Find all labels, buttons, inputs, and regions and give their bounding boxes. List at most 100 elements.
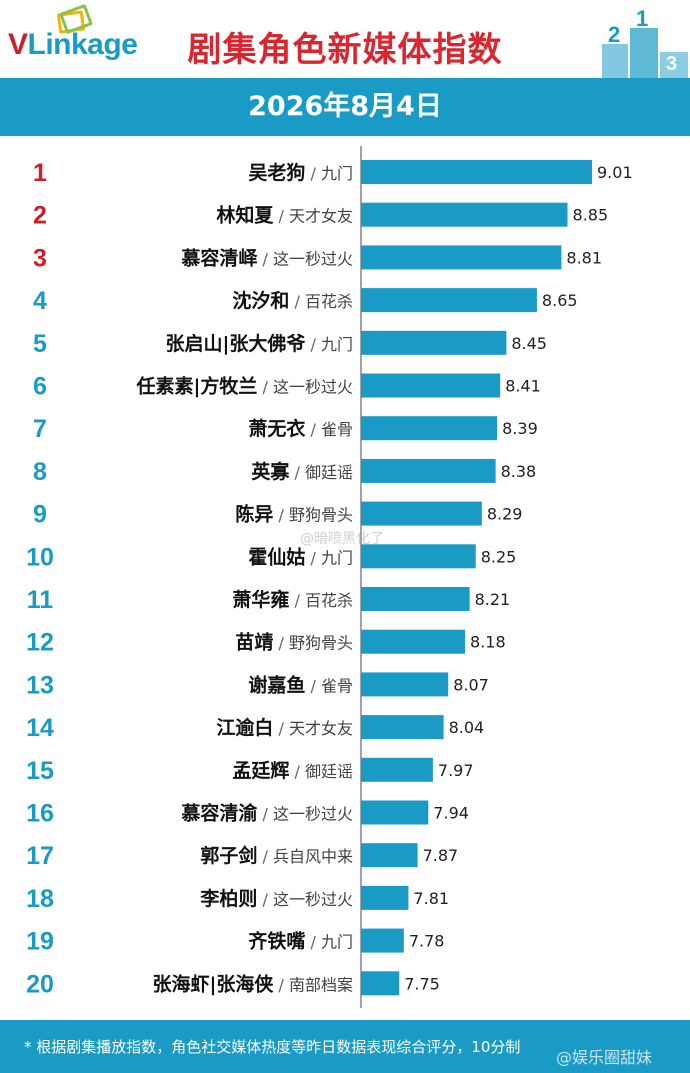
row-label: 陈异 / 野狗骨头 xyxy=(235,503,353,526)
bar xyxy=(361,672,449,697)
character-name: 李柏则 xyxy=(199,887,257,910)
drama-name: 这一秒过火 xyxy=(273,249,353,268)
separator: / xyxy=(257,249,273,268)
svg-text:2: 2 xyxy=(608,22,620,47)
row-label: 苗靖 / 野狗骨头 xyxy=(235,631,353,654)
bar-value-label: 7.97 xyxy=(438,761,474,780)
drama-name: 天才女友 xyxy=(289,207,353,226)
bar xyxy=(361,928,404,953)
rank-number: 13 xyxy=(26,671,54,699)
bar xyxy=(361,330,507,355)
drama-name: 南部档案 xyxy=(289,975,353,994)
bar xyxy=(361,202,568,227)
separator: / xyxy=(305,420,321,439)
drama-name: 这一秒过火 xyxy=(273,378,353,397)
drama-name: 雀骨 xyxy=(321,676,353,695)
row-label: 吴老狗 / 九门 xyxy=(248,161,353,184)
character-name: 陈异 xyxy=(235,503,273,526)
character-name: 萧无衣 xyxy=(248,417,305,440)
footer: * 根据剧集播放指数，角色社交媒体热度等昨日数据表现综合评分，10分制 @娱乐圈… xyxy=(0,1020,690,1073)
separator: / xyxy=(273,634,289,653)
character-name: 霍仙姑 xyxy=(248,545,305,568)
character-name: 张海虾|张海侠 xyxy=(152,972,274,995)
character-name: 英寡 xyxy=(251,460,289,483)
drama-name: 百花杀 xyxy=(305,591,353,610)
bar-value-label: 8.85 xyxy=(573,206,609,225)
bar-value-label: 8.04 xyxy=(449,718,485,737)
bar-value-label: 8.18 xyxy=(470,633,506,652)
rank-number: 11 xyxy=(27,586,54,614)
row-label: 霍仙姑 / 九门 xyxy=(248,545,353,568)
row-label: 江逾白 / 天才女友 xyxy=(216,716,353,739)
footnote: * 根据剧集播放指数，角色社交媒体热度等昨日数据表现综合评分，10分制 xyxy=(24,1038,521,1056)
character-name: 郭子剑 xyxy=(200,844,257,867)
rank-number: 15 xyxy=(26,757,54,785)
row-label: 慕容清峄 / 这一秒过火 xyxy=(181,246,353,269)
podium-icon: 2 1 3 xyxy=(602,8,688,78)
drama-name: 雀骨 xyxy=(321,420,353,439)
row-label: 郭子剑 / 兵自风中来 xyxy=(200,844,353,867)
separator: / xyxy=(273,506,289,525)
svg-text:3: 3 xyxy=(666,53,677,75)
separator: / xyxy=(257,890,273,909)
drama-name: 九门 xyxy=(321,933,353,952)
date-band: 2026年8月4日 xyxy=(0,78,690,136)
bar-value-label: 8.25 xyxy=(481,547,517,566)
bar xyxy=(361,971,400,996)
character-name: 任素素|方牧兰 xyxy=(135,375,257,398)
rank-number: 18 xyxy=(26,885,54,913)
character-name: 齐铁嘴 xyxy=(248,930,305,953)
character-name: 张启山|张大佛爷 xyxy=(165,332,306,355)
rank-number: 14 xyxy=(26,714,54,742)
bar-value-label: 8.81 xyxy=(566,248,602,267)
bar xyxy=(361,458,496,483)
rank-number: 9 xyxy=(33,501,47,529)
separator: / xyxy=(305,676,321,695)
bar-value-label: 7.94 xyxy=(433,804,469,823)
rank-number: 12 xyxy=(26,629,54,657)
bar-value-label: 8.21 xyxy=(475,590,511,609)
bar xyxy=(361,501,482,526)
row-label: 齐铁嘴 / 九门 xyxy=(248,930,353,953)
bar-value-label: 8.45 xyxy=(511,334,547,353)
separator: / xyxy=(305,335,321,354)
bar-value-label: 7.81 xyxy=(413,889,449,908)
separator: / xyxy=(257,847,273,866)
bar xyxy=(361,629,466,654)
bar xyxy=(361,245,562,270)
bar xyxy=(361,373,501,398)
separator: / xyxy=(289,591,305,610)
row-label: 谢嘉鱼 / 雀骨 xyxy=(248,673,353,696)
bar xyxy=(361,885,409,910)
separator: / xyxy=(273,719,289,738)
drama-name: 九门 xyxy=(321,164,353,183)
separator: / xyxy=(289,463,305,482)
rank-number: 6 xyxy=(33,373,47,401)
rank-number: 7 xyxy=(33,415,47,443)
rank-number: 19 xyxy=(26,928,54,956)
drama-name: 九门 xyxy=(321,335,353,354)
character-name: 孟廷辉 xyxy=(232,760,289,782)
bar-value-label: 7.75 xyxy=(404,974,440,993)
bar-value-label: 7.78 xyxy=(409,932,445,951)
bar xyxy=(361,544,476,569)
weibo-watermark: @娱乐圈甜妹 xyxy=(556,1048,653,1067)
bar-value-label: 8.29 xyxy=(487,505,523,524)
row-label: 萧无衣 / 雀骨 xyxy=(248,417,353,440)
character-name: 林知夏 xyxy=(216,204,274,227)
svg-text:1: 1 xyxy=(636,8,648,31)
rank-number: 10 xyxy=(26,543,54,571)
separator: / xyxy=(289,292,305,311)
bar-value-label: 8.41 xyxy=(505,377,541,396)
vlinkage-logo: VLinkage xyxy=(8,28,138,61)
watermark-text: @暗喷黑化了 xyxy=(300,531,384,547)
drama-name: 九门 xyxy=(321,548,353,567)
drama-name: 野狗骨头 xyxy=(289,634,353,653)
character-name: 沈汐和 xyxy=(232,289,289,312)
drama-name: 御廷谣 xyxy=(305,463,353,482)
drama-name: 野狗骨头 xyxy=(289,506,353,525)
row-label: 张启山|张大佛爷 / 九门 xyxy=(165,332,353,355)
bar xyxy=(361,800,429,825)
drama-name: 这一秒过火 xyxy=(273,805,353,824)
rank-number: 17 xyxy=(26,842,54,870)
